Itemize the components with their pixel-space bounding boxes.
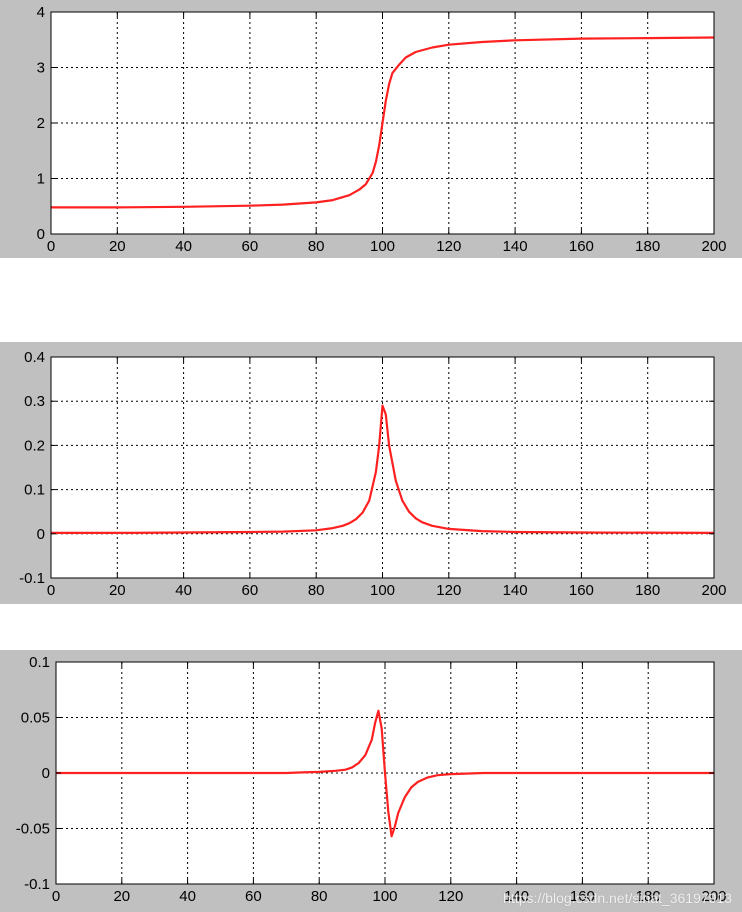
- y-tick-label: 0.2: [24, 437, 45, 454]
- y-tick-label: 0.4: [24, 349, 45, 366]
- y-tick-label: 0: [37, 526, 45, 543]
- x-tick-label: 0: [47, 238, 55, 255]
- x-tick-label: 200: [701, 888, 726, 905]
- figure-panel-2: 0 20 40 60 80 100 120 140 160 180 200 -0.1 0 0.1 0.2 0.…: [0, 342, 742, 604]
- x-tick-label: 20: [113, 888, 130, 905]
- y-tick-label: 0: [42, 765, 50, 782]
- x-tick-label: 80: [308, 238, 325, 255]
- y-tick-label: 3: [37, 60, 45, 77]
- y-tick-label: -0.1: [19, 570, 45, 587]
- x-tick-label: 180: [636, 888, 661, 905]
- y-tick-label: 0.1: [29, 654, 50, 671]
- y-tick-label: 4: [37, 4, 45, 21]
- x-tick-label: 20: [109, 238, 126, 255]
- chart-2: 0 20 40 60 80 100 120 140 160 180 200-0.100.10.20.…: [19, 349, 726, 599]
- x-tick-label: 40: [179, 888, 196, 905]
- y-tick-label: 1: [37, 171, 45, 188]
- figure-panel-3: 0 20 40 60 80 100 120 140 160 180 200 -0.1 -0.05 0 0.0…: [0, 650, 742, 912]
- x-tick-label: 20: [109, 582, 126, 599]
- y-tick-label: -0.1: [24, 876, 50, 893]
- x-tick-label: 120: [436, 238, 461, 255]
- y-tick-label: 0: [37, 226, 45, 243]
- series-line: [51, 36, 715, 209]
- x-tick-label: 160: [569, 238, 594, 255]
- x-tick-label: 100: [370, 582, 395, 599]
- y-tick-label: 2: [37, 115, 45, 132]
- x-tick-label: 80: [308, 582, 325, 599]
- x-tick-label: 200: [701, 582, 726, 599]
- y-tick-label: 0.3: [24, 393, 45, 410]
- x-tick-label: 120: [436, 582, 461, 599]
- chart-1: 0 20 40 60 80 100 120 140 160 180 200 0 1 2 3 4: [37, 4, 727, 255]
- x-tick-label: 100: [372, 888, 397, 905]
- x-tick-label: 180: [635, 582, 660, 599]
- x-tick-label: 40: [175, 582, 192, 599]
- y-tick-label: -0.05: [16, 821, 50, 838]
- x-tick-label: 180: [635, 238, 660, 255]
- x-tick-label: 80: [311, 888, 328, 905]
- x-tick-label: 40: [175, 238, 192, 255]
- watermark-text: https://blog.csdn.net/sinat_36197913: [503, 890, 732, 906]
- x-tick-label: 140: [503, 582, 528, 599]
- x-tick-label: 100: [370, 238, 395, 255]
- x-tick-label: 60: [242, 582, 259, 599]
- x-tick-label: 120: [438, 888, 463, 905]
- x-tick-label: 160: [569, 582, 594, 599]
- x-tick-label: 0: [47, 582, 55, 599]
- chart-3: 0 20 40 60 80 100 120 140 160 180 200 -0.1 -0.05 0 0.0…: [16, 654, 727, 905]
- series-line: [56, 709, 714, 838]
- x-tick-label: 140: [504, 888, 529, 905]
- x-tick-label: 0: [52, 888, 60, 905]
- x-tick-label: 160: [570, 888, 595, 905]
- x-tick-label: 60: [245, 888, 262, 905]
- y-tick-label: 0.1: [24, 482, 45, 499]
- x-tick-label: 140: [503, 238, 528, 255]
- x-tick-label: 200: [701, 238, 726, 255]
- y-tick-label: 0.05: [21, 710, 50, 727]
- series-line: [51, 404, 715, 534]
- figure-panel-1: 0 20 40 60 80 100 120 140 160 180 200 0 1 2 3 4: [0, 0, 742, 258]
- x-tick-label: 60: [242, 238, 259, 255]
